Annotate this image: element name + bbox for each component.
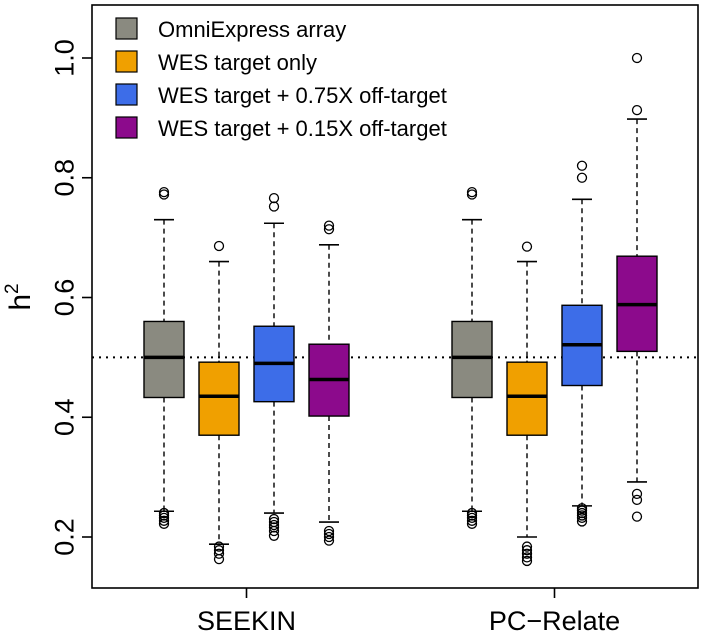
boxplots (143, 52, 658, 567)
box-3 (253, 192, 295, 541)
y-tick-label: 0.4 (49, 398, 79, 436)
outlier-point (323, 531, 335, 543)
outlier-point (323, 220, 335, 231)
legend-swatch (115, 17, 138, 40)
box-1 (143, 186, 185, 529)
box-group (451, 52, 658, 567)
box-3 (561, 160, 603, 527)
outlier-point (268, 525, 280, 537)
box-iqr (143, 320, 185, 399)
legend-label: WES target + 0.15X off-target (158, 116, 447, 141)
outlier-point (466, 518, 478, 529)
outlier-point (158, 512, 170, 523)
outlier-point (213, 554, 225, 565)
y-axis-label: h2 (2, 283, 37, 310)
box-iqr (451, 320, 493, 399)
y-tick-label: 0.8 (49, 159, 79, 197)
outlier-point (323, 528, 335, 540)
box-iqr (198, 361, 240, 436)
box-iqr (506, 361, 548, 436)
x-group-label: SEEKIN (197, 606, 296, 633)
outlier-point (521, 548, 533, 559)
box-4 (616, 52, 658, 522)
outlier-point (631, 488, 643, 500)
x-axis: SEEKIN PC−Relate (197, 588, 620, 633)
box-group (143, 186, 350, 565)
outlier-point (576, 512, 588, 523)
outlier-point (213, 240, 225, 252)
outlier-point (521, 241, 533, 252)
outlier-point (323, 224, 335, 235)
outlier-point (158, 518, 170, 529)
outlier-point (521, 545, 533, 556)
outlier-point (268, 201, 280, 212)
outlier-point (631, 494, 643, 506)
legend-label: WES target + 0.75X off-target (158, 83, 447, 108)
outlier-point (268, 192, 280, 204)
outlier-point (158, 515, 170, 526)
outlier-point (268, 530, 280, 541)
legend-swatch (115, 50, 138, 73)
outlier-point (213, 541, 225, 552)
outlier-point (466, 515, 478, 526)
outlier-point (521, 541, 533, 552)
outlier-point (466, 189, 478, 200)
outlier-point (323, 535, 335, 546)
legend-swatch (115, 116, 138, 139)
plot-frame (91, 4, 699, 589)
y-tick-label: 1.0 (49, 39, 79, 77)
legend-label: WES target only (158, 50, 317, 75)
outlier-point (213, 548, 225, 559)
outlier-point (158, 189, 170, 200)
outlier-point (521, 552, 533, 563)
outlier-point (631, 52, 643, 64)
box-2 (506, 241, 548, 567)
outlier-point (576, 172, 588, 183)
outlier-point (521, 555, 533, 567)
outlier-point (466, 512, 478, 523)
y-tick-label: 0.6 (49, 279, 79, 317)
legend-swatch (115, 83, 138, 106)
legend-item: OmniExpress array (115, 17, 346, 42)
box-1 (451, 186, 493, 529)
y-tick-label: 0.2 (49, 518, 79, 556)
outlier-point (631, 511, 643, 522)
x-group-label: PC−Relate (489, 606, 620, 633)
box-2 (198, 240, 240, 565)
legend-item: WES target + 0.75X off-target (115, 83, 447, 108)
legend-item: WES target only (115, 50, 317, 75)
box-4 (308, 220, 350, 546)
legend-label: OmniExpress array (158, 17, 346, 42)
legend: OmniExpress array WES target only WES targ… (115, 17, 447, 141)
outlier-point (576, 516, 588, 527)
outlier-point (576, 160, 588, 171)
outlier-point (631, 104, 643, 116)
y-axis: 0.2 0.4 0.6 0.8 1.0 (49, 39, 92, 556)
legend-item: WES target + 0.15X off-target (115, 116, 447, 141)
